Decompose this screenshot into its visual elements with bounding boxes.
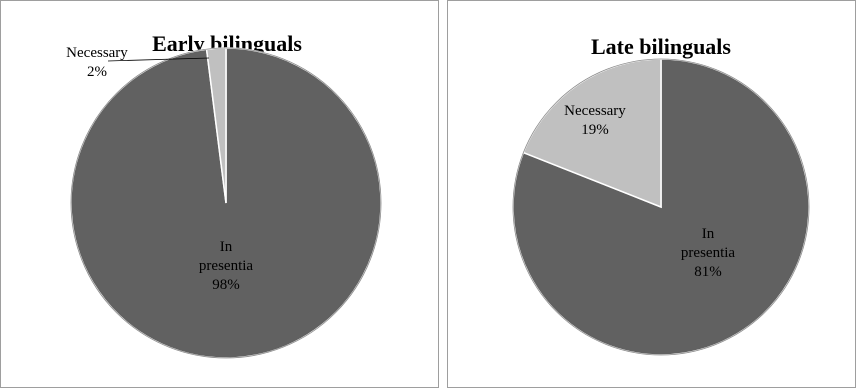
slice-label: Necessary 19% [564,103,626,138]
slice-name: presentia [199,258,253,274]
late-bilinguals-pie: Late bilinguals In presentia 81% Necessary 1… [512,34,810,356]
chart-title: Late bilinguals [591,34,731,59]
chart-panel-late: Late bilinguals In presentia 81% Necessary 1… [447,0,856,388]
pie-outline [70,47,382,359]
slice-value: 19% [581,122,609,138]
slice-value: 98% [212,277,240,293]
early-bilinguals-pie: Early bilinguals In presentia 98%Necessary… [66,31,382,359]
slice-value: 2% [87,64,107,80]
slice-name: Necessary [564,103,626,119]
slice-label: Necessary 2% [66,45,128,80]
chart-panel-early: Early bilinguals In presentia 98% Necessary… [0,0,439,388]
slice-name: In [220,239,233,255]
slice-label: In presentia 98% [199,239,253,293]
slice-name: In [702,226,715,242]
slice-label: In presentia 81% [681,226,735,280]
leader-line [107,57,210,62]
slice-value: 81% [694,264,722,280]
slice-name: presentia [681,245,735,261]
slice-name: Necessary [66,45,128,61]
pie-outline [512,58,810,356]
